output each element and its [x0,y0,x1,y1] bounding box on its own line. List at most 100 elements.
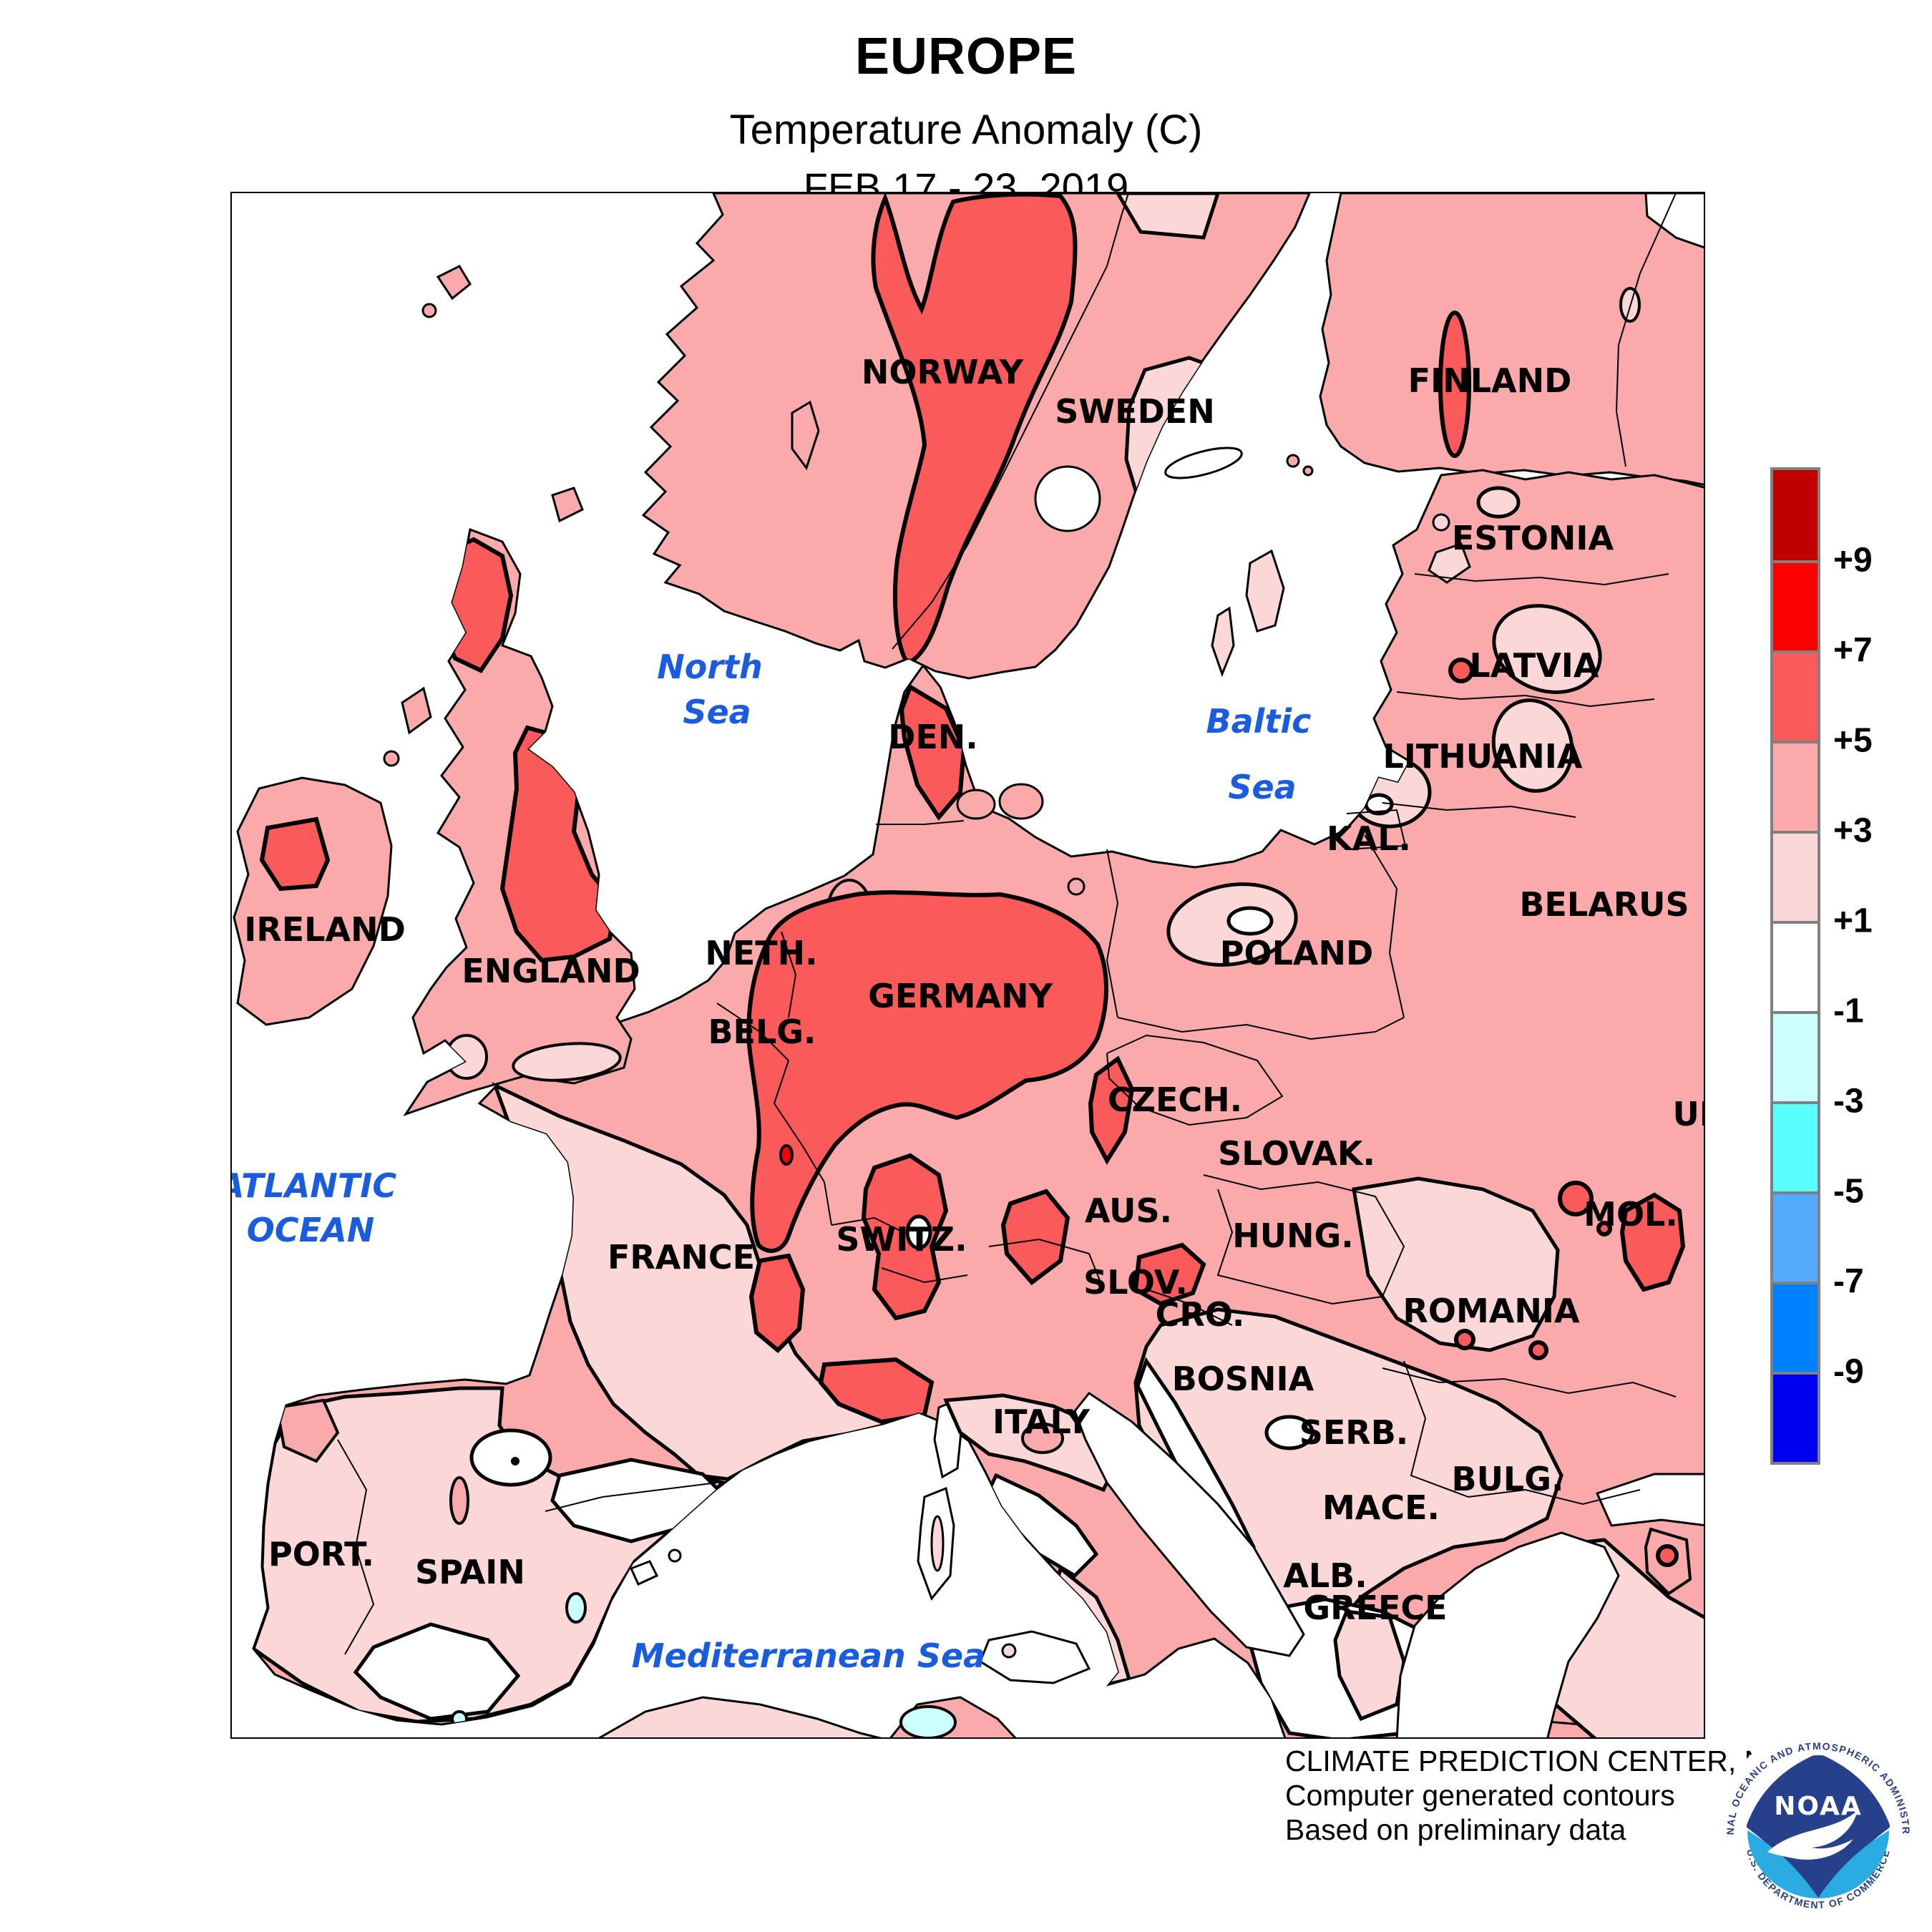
alps-white-pocket [905,1214,932,1250]
country-label: SERB. [1299,1413,1409,1452]
europe-anomaly-map: NORWAY SWEDEN FINLAND ESTONIA LATVIA LITHUANI… [230,192,1705,1739]
country-label: FINLAND [1407,361,1572,400]
legend-value-label: -3 [1833,1082,1864,1121]
legend-value-label: +3 [1833,811,1873,850]
legend-color-box [1773,1372,1818,1462]
country-label: LATVIA [1469,646,1599,685]
finland-anomaly-ellipse [1438,311,1471,458]
sea-label: Sea [1228,768,1297,806]
country-label: SWITZ. [836,1220,967,1259]
country-label: NORWAY [861,353,1024,391]
hebrides-island [401,686,432,735]
zealand-island [998,783,1044,820]
country-label: SLOVAK. [1218,1134,1375,1173]
legend-color-box [1773,1011,1818,1101]
estonia-light-oval [1476,486,1521,519]
sicily-anomaly-spot [1001,1643,1017,1659]
country-label: FRANCE [607,1238,756,1277]
faroe-islet [421,303,437,318]
gotland-island [1245,549,1285,633]
jutland-anomaly-blob [899,683,967,821]
legend-value-label: +5 [1833,721,1873,760]
legend-value-label: +9 [1833,541,1873,580]
tunisia-cyan-spot [899,1705,957,1737]
thrace-anomaly-dot [1656,1544,1679,1567]
latvia-light-oval [1492,604,1602,694]
sicily-island [979,1630,1091,1684]
oland-island [1211,606,1235,678]
lake-vanern [1034,465,1101,532]
adriatic-sea-shape [1073,1391,1305,1657]
galicia-pink-patch [275,1398,340,1463]
noaa-emblem-wordmark: NOAA [1774,1792,1863,1821]
country-label: BULG. [1451,1460,1564,1498]
legend-color-box [1773,470,1818,560]
latvia-anomaly-dot [1448,658,1474,683]
aland-island [1286,454,1300,468]
country-label: IRELAND [244,910,406,949]
country-label: AUS. [1084,1191,1173,1230]
sea-label: North [657,648,763,686]
credits-contours-note: Computer generated contours [1285,1778,1675,1812]
greece-light-strip [1333,1609,1406,1722]
ireland-anomaly-blob [259,816,331,892]
bosnia-white-pocket [1264,1415,1314,1450]
aland-islet [1302,465,1314,477]
country-label: CZECH. [1107,1080,1243,1119]
noaa-emblem-ocean [1747,1830,1889,1898]
latgale-light-oval [1491,698,1574,793]
belgium-plus7-dot [779,1144,794,1166]
legend-value-label: -9 [1833,1352,1864,1391]
title-region: EUROPE [854,28,1078,85]
white-sea-corner [1644,193,1704,249]
country-label: BELG. [708,1013,816,1051]
shetland-islands [791,400,820,471]
sea-label: Baltic [1206,702,1312,741]
country-label: LITHUANIA [1382,737,1583,776]
romania-anomaly-dot-west [1454,1329,1475,1350]
country-label: HUNG. [1232,1216,1354,1255]
ireland-island [233,776,393,1026]
sea-label: Sea [683,693,751,731]
country-label: ALB. [1283,1556,1367,1595]
country-borders [337,193,1677,1655]
romania-anomaly-dot-east [1528,1340,1548,1360]
moldova-anomaly-dot [1558,1181,1594,1216]
legend-value-label: +7 [1833,631,1873,670]
country-label: SWEDEN [1055,392,1215,431]
credits-data-note: Based on preliminary data [1285,1813,1626,1846]
austria-slovenia-anomaly-blob [1133,1242,1206,1307]
noaa-emblem: NOAA [1747,1755,1890,1898]
legend-value-label: -1 [1833,992,1864,1030]
funen-island [956,789,996,820]
country-label: ENGLAND [462,952,640,990]
moldova-anomaly-blob [1619,1192,1686,1292]
poland-white-oval [1226,906,1274,936]
country-label: SLOV. [1083,1263,1188,1302]
norway-anomaly-blob [871,193,1078,666]
north-africa-coast [597,1696,882,1737]
lapland-light-region [1114,193,1221,240]
legend-color-box [1773,1191,1818,1282]
country-label: MOL. [1584,1195,1678,1234]
legend-value-label: -5 [1833,1172,1864,1211]
wales-light-pocket [445,1034,488,1080]
south-spain-white-region [353,1622,521,1721]
country-label: MACE. [1322,1488,1440,1527]
central-spain-white-oval [469,1428,552,1487]
country-label: UK [1672,1095,1704,1133]
south-england-light-band [512,1042,622,1082]
legend-color-box [1773,650,1818,741]
sea-label: OCEAN [246,1211,375,1249]
country-label: GREECE [1303,1589,1448,1627]
map-canvas [233,193,1704,1737]
hiiumaa-island [1432,513,1450,532]
legend-color-box [1773,831,1818,921]
moldova-anomaly-speck [1596,1221,1612,1236]
legend-color-box [1773,921,1818,1011]
france-central-anomaly-blob [748,1253,806,1354]
country-label: CRO. [1155,1295,1245,1334]
hebrides-islet [383,750,400,767]
country-label: SPAIN [415,1553,525,1591]
